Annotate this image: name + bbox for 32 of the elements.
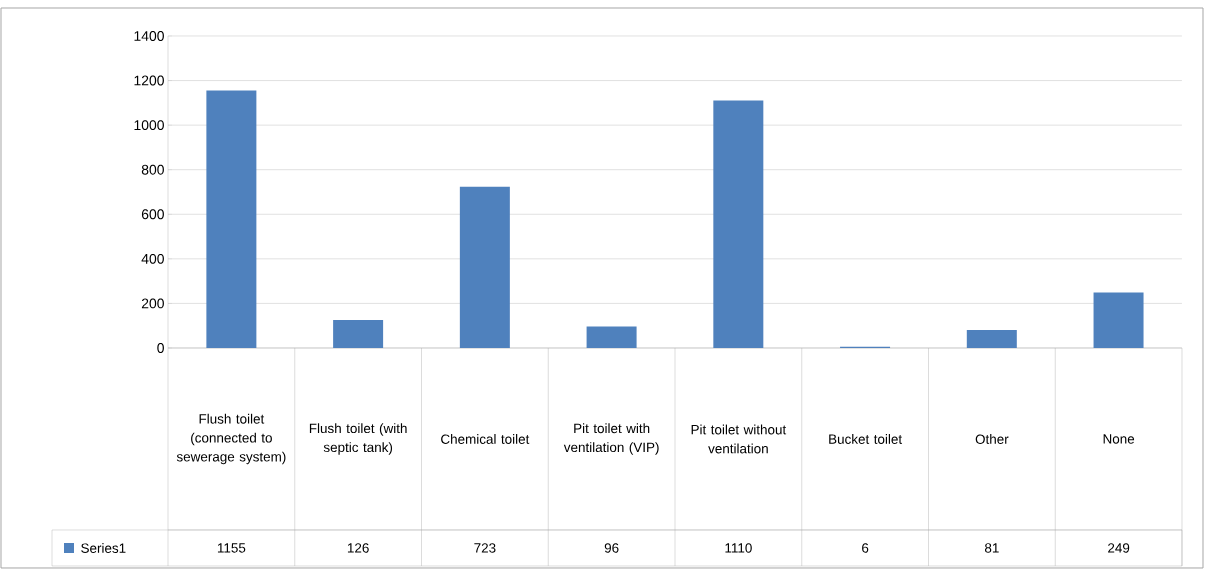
y-tick-label: 0 — [157, 343, 164, 353]
y-tick-label: 600 — [141, 209, 164, 220]
data-label: 96 — [604, 543, 619, 553]
x-tick-label: Flush toilet (connected to sewerage system) — [176, 413, 286, 465]
x-tick-label: Chemical toilet — [441, 434, 530, 444]
legend-label: Series1 — [81, 543, 126, 553]
data-label: 81 — [984, 543, 999, 553]
data-label: 249 — [1108, 543, 1130, 553]
bar — [206, 90, 257, 348]
data-label: 723 — [474, 543, 496, 553]
data-label: 1110 — [725, 543, 752, 553]
bar — [1093, 292, 1144, 348]
bar — [333, 319, 384, 348]
bar — [459, 186, 510, 348]
y-tick-label: 400 — [141, 253, 164, 264]
data-label: 1155 — [217, 543, 246, 553]
x-tick-label: None — [1103, 434, 1135, 444]
y-tick-label: 1200 — [134, 75, 164, 86]
data-label: 126 — [347, 543, 369, 553]
y-tick-label: 800 — [141, 164, 164, 175]
bar — [966, 329, 1017, 348]
data-label: 6 — [862, 543, 869, 553]
x-tick-label: Pit toilet with ventilation (VIP) — [563, 423, 659, 455]
y-tick-label: 1400 — [134, 31, 164, 41]
x-tick-label: Bucket toilet — [829, 434, 903, 444]
bar — [713, 100, 764, 348]
bar — [586, 326, 637, 348]
x-tick-label: Flush toilet (with septic tank) — [309, 423, 407, 455]
y-tick-label: 200 — [141, 298, 164, 309]
x-tick-label: Other — [975, 434, 1009, 444]
x-tick-label: Pit toilet without ventilation — [691, 424, 787, 454]
y-tick-label: 1000 — [134, 120, 164, 131]
